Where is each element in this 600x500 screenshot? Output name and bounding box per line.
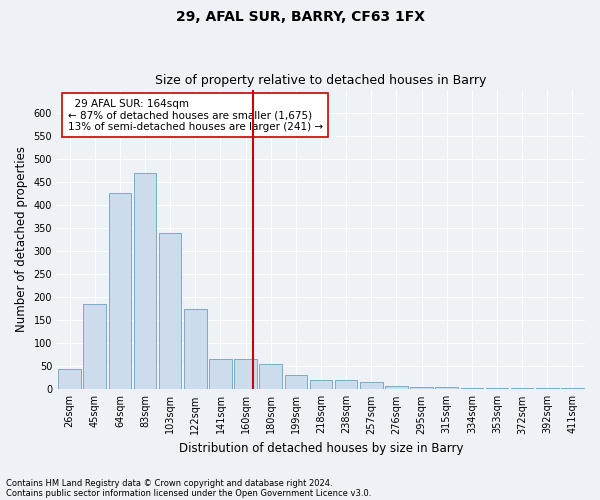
Bar	[360, 382, 383, 390]
Bar	[461, 388, 483, 390]
Text: Contains HM Land Registry data © Crown copyright and database right 2024.: Contains HM Land Registry data © Crown c…	[6, 478, 332, 488]
Text: Contains public sector information licensed under the Open Government Licence v3: Contains public sector information licen…	[6, 488, 371, 498]
Bar	[310, 380, 332, 390]
Text: 29 AFAL SUR: 164sqm
← 87% of detached houses are smaller (1,675)
13% of semi-det: 29 AFAL SUR: 164sqm ← 87% of detached ho…	[68, 98, 323, 132]
Text: 29, AFAL SUR, BARRY, CF63 1FX: 29, AFAL SUR, BARRY, CF63 1FX	[176, 10, 425, 24]
Bar	[83, 304, 106, 390]
Title: Size of property relative to detached houses in Barry: Size of property relative to detached ho…	[155, 74, 487, 87]
Bar	[284, 376, 307, 390]
Bar	[436, 387, 458, 390]
Y-axis label: Number of detached properties: Number of detached properties	[15, 146, 28, 332]
Bar	[385, 386, 408, 390]
Bar	[184, 308, 206, 390]
X-axis label: Distribution of detached houses by size in Barry: Distribution of detached houses by size …	[179, 442, 463, 455]
Bar	[234, 360, 257, 390]
Bar	[159, 232, 181, 390]
Bar	[134, 172, 157, 390]
Bar	[536, 388, 559, 390]
Bar	[335, 380, 358, 390]
Bar	[259, 364, 282, 390]
Bar	[109, 194, 131, 390]
Bar	[209, 360, 232, 390]
Bar	[410, 387, 433, 390]
Bar	[511, 388, 533, 390]
Bar	[561, 388, 584, 390]
Bar	[58, 368, 81, 390]
Bar	[485, 388, 508, 390]
